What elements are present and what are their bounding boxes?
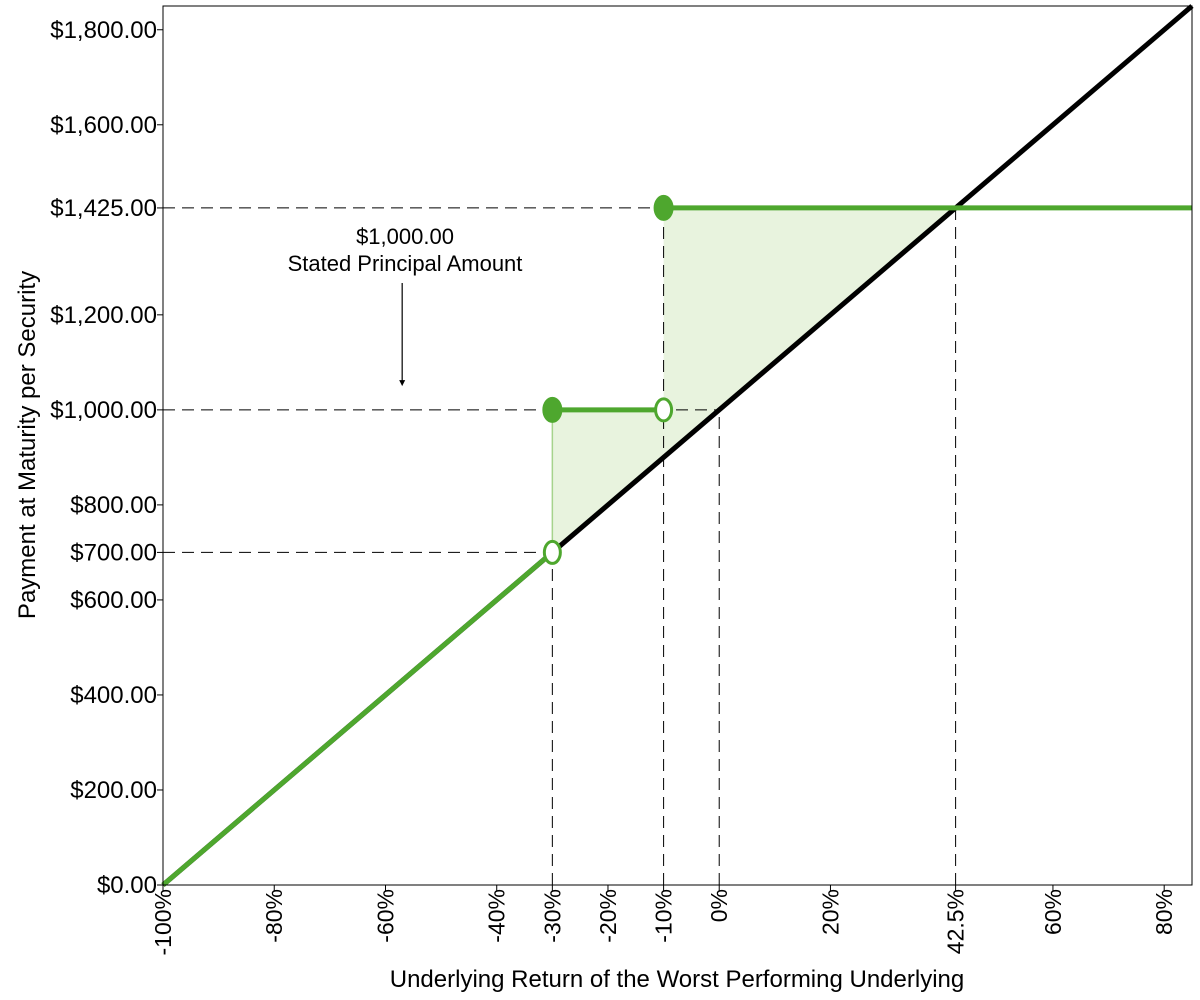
y-tick-label-10: $1,800.00 [50, 17, 157, 44]
x-tick-label-10: 60% [1040, 889, 1066, 935]
filled-marker-0 [542, 396, 563, 423]
y-tick-label-6: $1,000.00 [50, 397, 157, 424]
annotation-arrow [399, 283, 406, 387]
annotation-arrow-head [399, 380, 406, 387]
x-tick-label-2: -60% [372, 889, 398, 943]
x-tick-label-6: -10% [651, 889, 677, 943]
y-axis-label: Payment at Maturity per Security [14, 271, 41, 619]
open-marker-1 [654, 397, 674, 423]
plot-frame [162, 5, 1193, 886]
x-axis-label: Underlying Return of the Worst Performin… [390, 966, 964, 993]
y-axis-ticks: $0.00 $200.00 $400.00 $600.00 $700.00 $800.00… [50, 17, 163, 899]
open-marker-0 [542, 539, 562, 565]
x-tick-label-1: -80% [261, 889, 287, 943]
series-markers [542, 194, 674, 565]
y-tick-label-8: $1,425.00 [50, 195, 157, 222]
shaded-region-0 [552, 409, 664, 553]
y-tick-label-4: $700.00 [70, 539, 157, 566]
x-tick-label-5: -20% [595, 889, 621, 943]
annotation-caption: Stated Principal Amount [288, 251, 523, 276]
y-tick-label-7: $1,200.00 [50, 302, 157, 329]
y-tick-label-5: $800.00 [70, 492, 157, 519]
y-tick-label-3: $600.00 [70, 587, 157, 614]
x-tick-label-0: -100% [150, 889, 176, 955]
x-tick-label-4: -30% [539, 889, 565, 943]
y-tick-label-9: $1,600.00 [50, 112, 157, 139]
y-tick-label-0: $0.00 [97, 872, 157, 899]
payoff-segment-0 [161, 550, 554, 887]
x-tick-label-8: 20% [817, 889, 843, 935]
x-axis-ticks: -100% -80% -60% -40% -30% -20% -10% 0% 20% 42.5% 6… [150, 885, 1177, 955]
x-tick-label-3: -40% [484, 889, 510, 943]
y-tick-label-2: $400.00 [70, 682, 157, 709]
x-tick-label-11: 80% [1151, 889, 1177, 935]
y-tick-label-1: $200.00 [70, 777, 157, 804]
filled-marker-1 [653, 194, 674, 221]
series-lines [161, 4, 1194, 887]
annotation-amount: $1,000.00 [356, 224, 454, 249]
x-tick-label-7: 0% [706, 889, 732, 922]
x-tick-label-9: 42.5% [943, 889, 969, 954]
